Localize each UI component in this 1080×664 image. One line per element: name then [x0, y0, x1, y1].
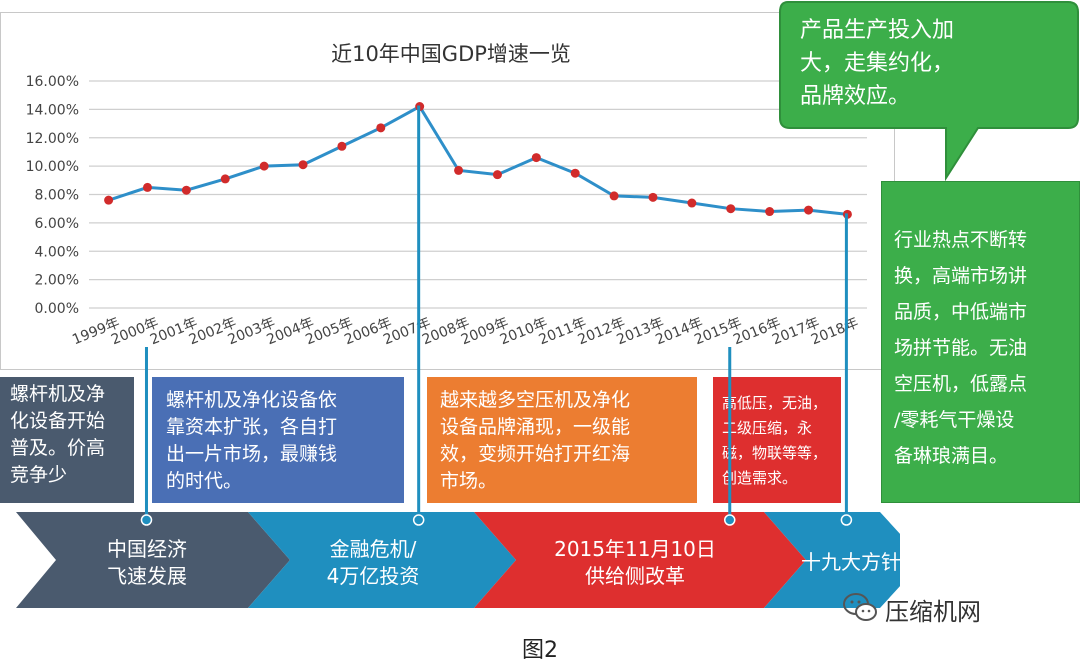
timeline-label-1: 中国经济 飞速发展 — [107, 537, 187, 588]
data-point — [765, 207, 775, 217]
y-tick-label: 14.00% — [26, 102, 79, 118]
stage2-box — [152, 377, 404, 503]
stage3-text: 越来越多空压机及净化 设备品牌涌现，一级能 效，变频开始打开红海 市场。 — [440, 389, 631, 492]
series-line — [108, 104, 848, 216]
brand-name: 压缩机网 — [885, 598, 981, 626]
data-point — [220, 174, 230, 184]
stage1-text: 螺杆机及净 化设备开始 普及。价高 竞争少 — [10, 383, 106, 486]
data-point — [726, 204, 736, 214]
data-point — [531, 153, 541, 163]
stage3-box — [427, 377, 697, 503]
chevron-4 — [764, 512, 900, 608]
callout-text: 产品生产投入加 大，走集约化， 品牌效应。 — [800, 18, 955, 109]
y-tick-label: 10.00% — [26, 159, 79, 175]
figure-caption: 图2 — [522, 638, 558, 663]
timeline-label-2: 金融危机/ 4万亿投资 — [326, 537, 420, 588]
data-point — [142, 182, 152, 192]
data-point — [337, 141, 347, 151]
data-point — [415, 102, 425, 112]
data-point — [804, 205, 814, 215]
data-point — [454, 165, 464, 175]
chart-frame: 近10年中国GDP增速一览 0.00% 2.00% 4.00% 6.00% 8.00% 1… — [0, 12, 895, 370]
data-point — [298, 160, 308, 170]
y-tick-label: 6.00% — [35, 216, 79, 232]
data-point — [648, 192, 658, 202]
stage1-box — [0, 377, 134, 503]
callout-bubble — [779, 1, 1079, 182]
chevron-1 — [16, 512, 290, 608]
stage4-box — [713, 377, 841, 503]
data-point — [842, 209, 852, 219]
y-tick-label: 16.00% — [26, 74, 79, 90]
data-point — [687, 198, 697, 208]
chevron-2 — [248, 512, 516, 608]
timeline-label-4: 十九大方针 — [801, 550, 901, 574]
wechat-icon — [843, 593, 877, 621]
chevron-3 — [474, 512, 806, 608]
timeline-arrows — [16, 512, 900, 608]
gdp-line-chart: 近10年中国GDP增速一览 0.00% 2.00% 4.00% 6.00% 8.00% 1… — [26, 42, 867, 348]
y-tick-label: 0.00% — [35, 301, 79, 317]
timeline-label-3: 2015年11月10日 供给侧改革 — [554, 537, 716, 588]
data-point — [570, 168, 580, 178]
data-point — [492, 170, 502, 180]
y-tick-label: 2.00% — [35, 273, 79, 289]
y-tick-label: 8.00% — [35, 188, 79, 204]
data-point — [609, 191, 619, 201]
data-point — [259, 161, 269, 171]
chart-title: 近10年中国GDP增速一览 — [331, 42, 571, 66]
stage4-text: 高低压，无油， 二级压缩，永 磁，物联等等， 创造需求。 — [722, 394, 828, 487]
data-point — [376, 123, 386, 133]
data-point — [104, 195, 114, 205]
trend-text: 行业热点不断转 换，高端市场讲 品质，中低端市 场拼节能。无油 空压机，低露点 … — [894, 229, 1028, 467]
y-tick-label: 12.00% — [26, 131, 79, 147]
stage2-text: 螺杆机及净化设备依 靠资本扩张，各自打 出一片市场，最赚钱 的时代。 — [166, 389, 338, 492]
y-tick-label: 4.00% — [35, 244, 79, 260]
data-point — [181, 185, 191, 195]
